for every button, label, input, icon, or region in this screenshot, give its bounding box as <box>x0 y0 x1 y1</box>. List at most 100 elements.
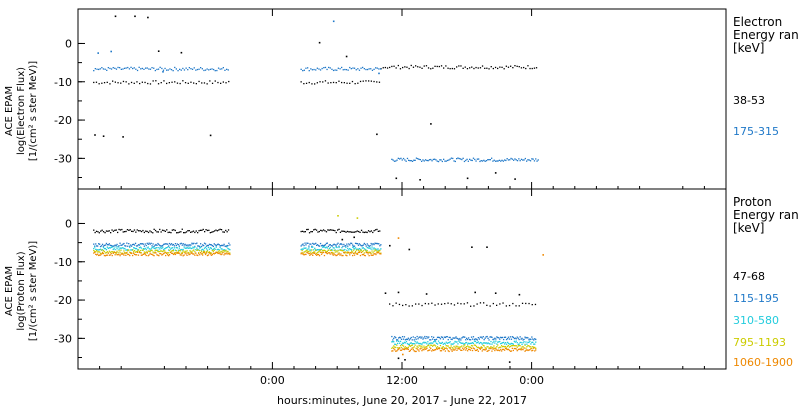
data-point <box>179 82 181 85</box>
data-point <box>356 243 359 245</box>
data-point <box>106 251 108 253</box>
data-point <box>183 254 185 256</box>
data-point <box>133 67 135 69</box>
data-point <box>225 249 227 252</box>
data-point <box>523 338 525 340</box>
data-point <box>436 346 439 348</box>
data-point <box>516 65 518 67</box>
data-point <box>333 249 335 251</box>
data-point <box>146 242 148 244</box>
data-point <box>485 342 487 344</box>
data-point <box>365 245 367 247</box>
data-point <box>376 228 378 231</box>
data-point <box>414 340 416 343</box>
data-point <box>463 160 466 163</box>
data-point <box>209 253 212 255</box>
data-point <box>353 245 355 247</box>
data-point <box>508 346 511 348</box>
data-point <box>468 348 470 350</box>
data-point <box>522 339 524 341</box>
data-point <box>521 346 523 348</box>
data-point <box>496 304 498 306</box>
data-point <box>483 302 485 304</box>
data-point <box>171 229 173 231</box>
data-point <box>204 252 207 254</box>
data-point <box>405 304 407 306</box>
data-point <box>436 343 439 345</box>
data-point <box>494 349 496 352</box>
data-point <box>467 338 469 341</box>
data-point <box>308 245 310 247</box>
data-point <box>473 338 476 341</box>
data-point <box>480 160 482 162</box>
data-point <box>128 68 131 70</box>
data-point <box>310 68 312 70</box>
data-point <box>522 349 524 351</box>
data-point <box>373 250 375 252</box>
data-point <box>533 160 536 162</box>
data-point <box>176 247 178 249</box>
data-point <box>316 244 318 246</box>
data-point <box>167 254 169 256</box>
data-point <box>462 342 464 344</box>
data-point <box>227 247 229 250</box>
proton-plot-frame <box>77 188 727 370</box>
data-point <box>196 254 198 256</box>
data-point <box>506 341 509 343</box>
data-point <box>405 347 408 349</box>
data-point <box>430 68 432 70</box>
data-point <box>437 340 440 342</box>
data-point <box>99 252 102 254</box>
data-point <box>511 158 513 160</box>
data-point <box>158 243 160 246</box>
data-point <box>142 249 144 251</box>
data-point <box>115 251 117 254</box>
data-point <box>204 253 207 256</box>
data-point <box>379 68 382 70</box>
data-point <box>144 81 146 84</box>
data-point <box>419 66 421 68</box>
data-point <box>346 82 348 84</box>
data-point <box>301 249 303 252</box>
data-point <box>425 346 427 348</box>
data-point <box>180 252 182 254</box>
data-point <box>391 347 393 349</box>
data-point <box>349 252 351 254</box>
data-point <box>112 230 115 232</box>
data-point <box>166 229 168 231</box>
data-point <box>120 249 122 251</box>
data-point <box>149 243 151 245</box>
data-point <box>419 348 421 350</box>
data-point <box>404 346 407 348</box>
data-point <box>428 159 431 161</box>
data-point <box>392 346 394 348</box>
data-point <box>497 341 499 343</box>
data-point <box>157 250 159 253</box>
data-point <box>398 340 400 342</box>
data-point <box>402 338 405 340</box>
data-point <box>376 133 378 136</box>
data-point <box>430 344 432 346</box>
data-point <box>219 251 221 253</box>
data-point <box>216 230 218 232</box>
data-point <box>174 243 177 245</box>
data-point <box>498 341 500 343</box>
data-point <box>417 66 419 68</box>
data-point <box>360 249 362 251</box>
data-point <box>497 349 499 352</box>
data-point <box>415 338 417 340</box>
data-point <box>430 339 432 341</box>
data-point <box>311 249 313 251</box>
data-point <box>466 346 468 348</box>
data-point <box>143 251 145 253</box>
electron-legend: Electron Energy ran [keV] 38-53 175-315 <box>733 15 799 138</box>
data-point <box>519 160 521 162</box>
data-point <box>226 68 228 70</box>
data-point <box>112 252 114 254</box>
data-point <box>471 246 473 248</box>
data-point <box>336 69 338 71</box>
data-point <box>535 67 538 69</box>
data-point <box>482 336 484 338</box>
data-point <box>518 66 520 68</box>
data-point <box>518 343 520 345</box>
